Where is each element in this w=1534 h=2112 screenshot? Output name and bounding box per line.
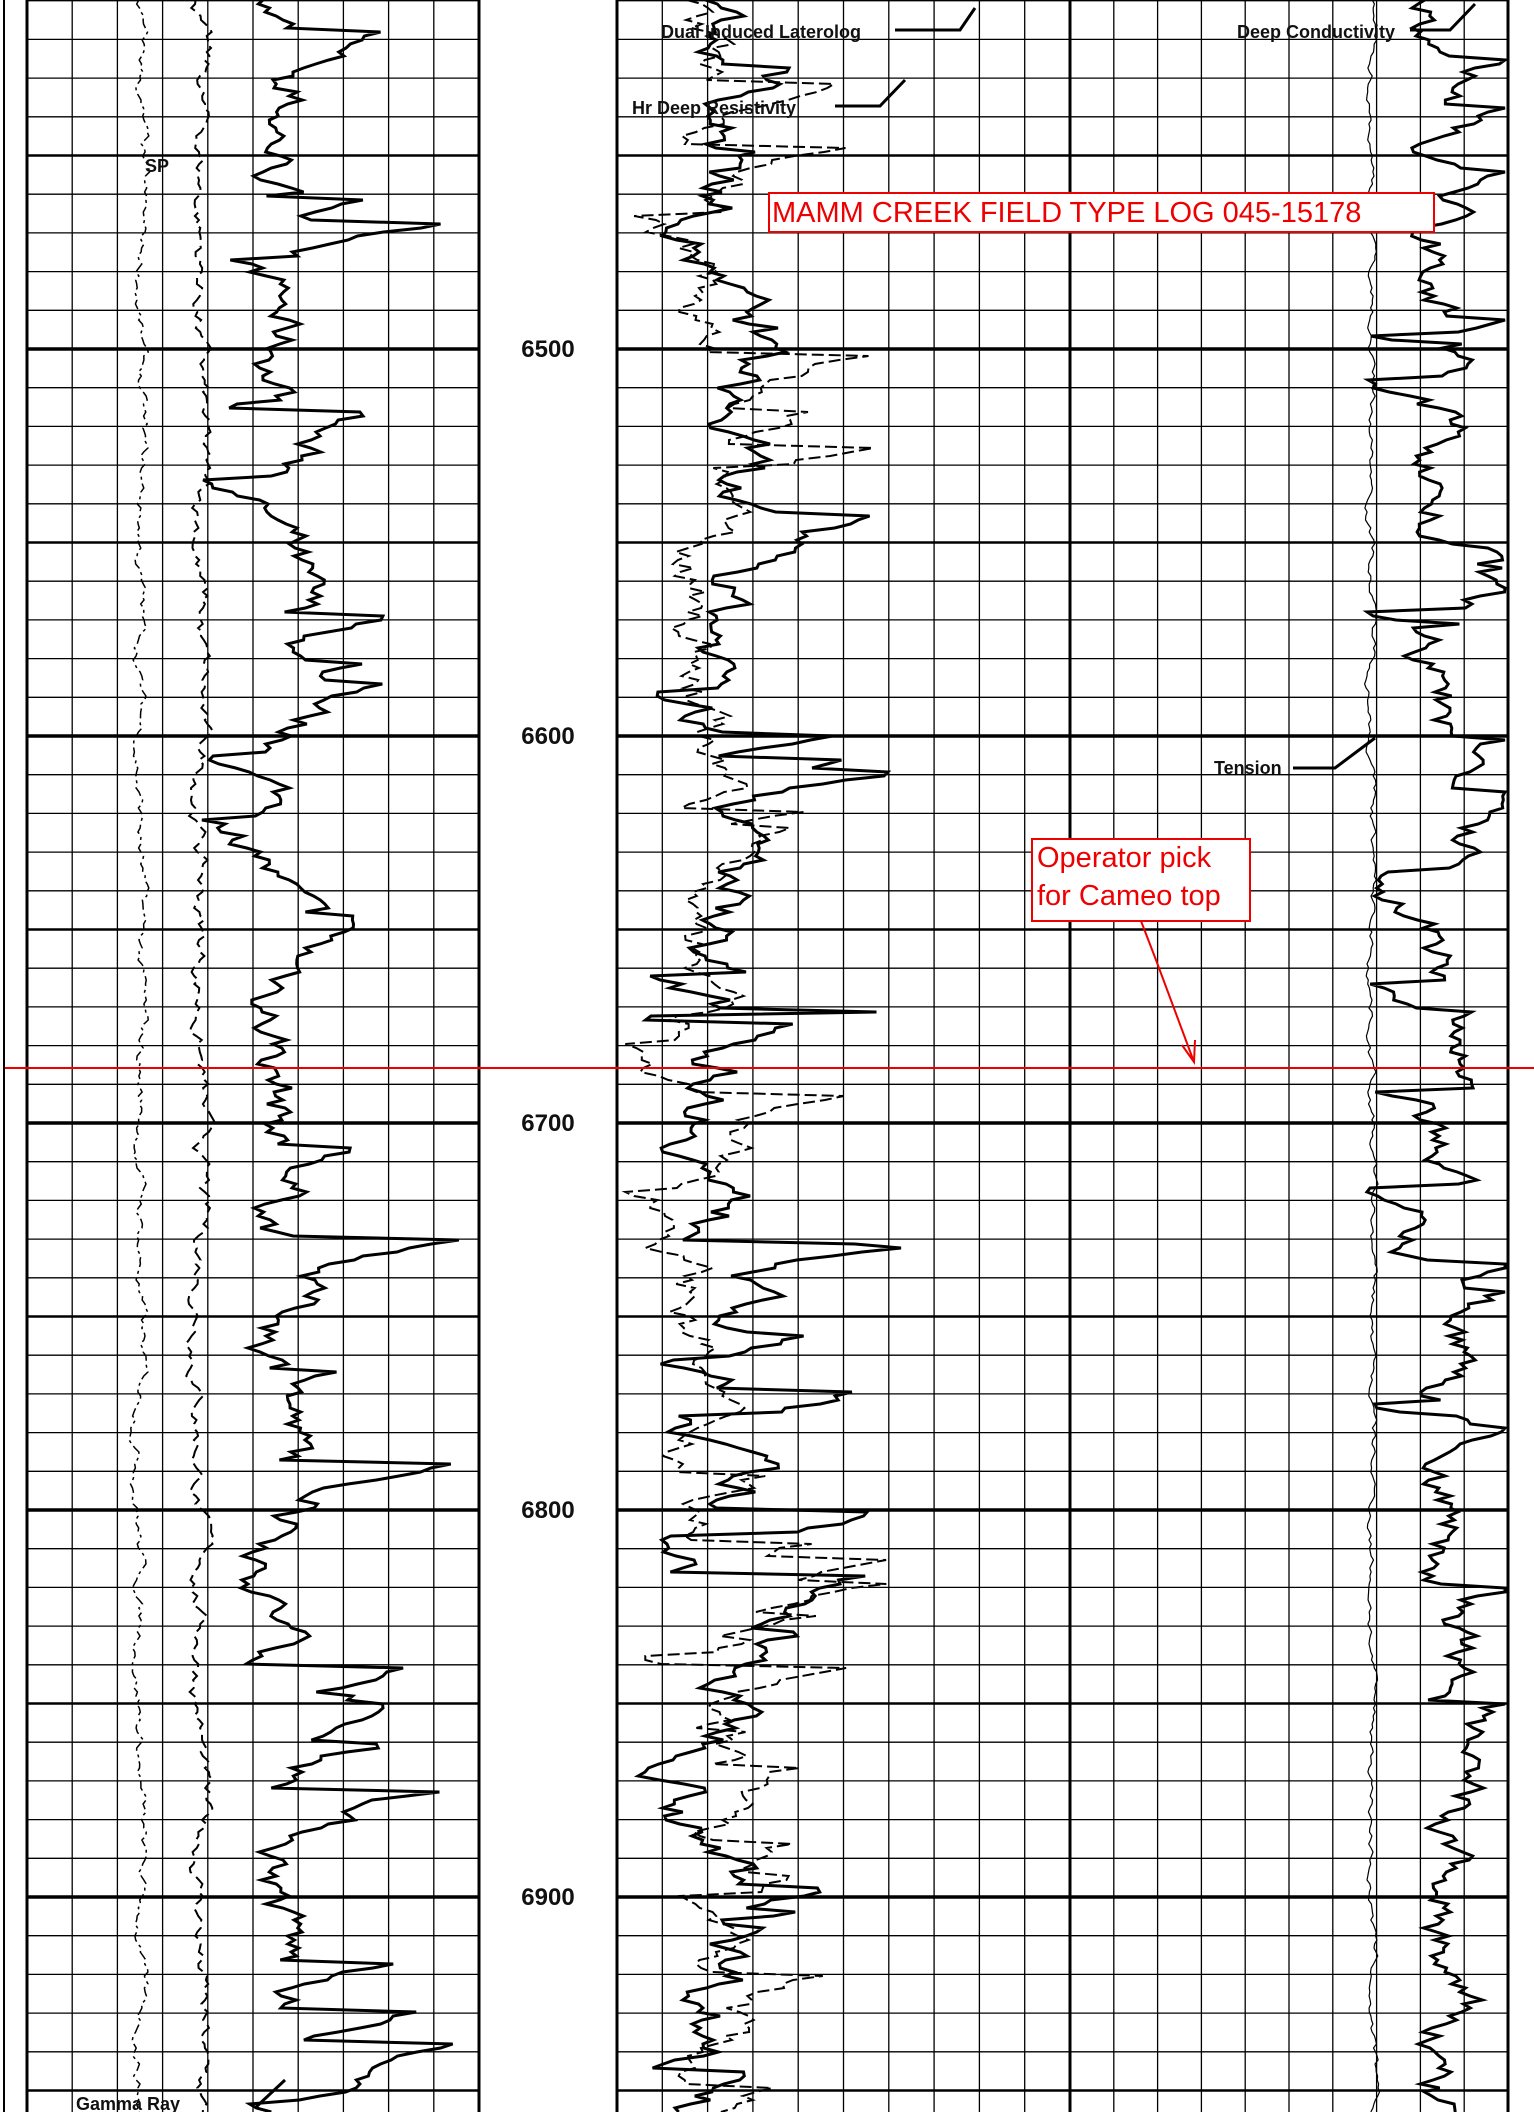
curve-label: SP [145, 156, 169, 176]
curve-label: Tension [1214, 758, 1282, 778]
log-curves [128, 0, 1510, 2112]
pointer [895, 7, 977, 32]
log-trace [201, 0, 460, 2112]
depth-label: 6800 [521, 1497, 574, 1524]
curve-label: Gamma Ray [76, 2094, 180, 2112]
annotation-line: for Cameo top [1037, 880, 1221, 912]
title: MAMM CREEK FIELD TYPE LOG 045-15178 [772, 197, 1361, 229]
pointer [253, 2078, 287, 2110]
curve-label: Deep Conductivity [1237, 22, 1395, 42]
log-trace [1362, 0, 1510, 2112]
log-trace [1363, 0, 1381, 2112]
title-box [768, 192, 1435, 233]
annotation-arrow [1140, 920, 1196, 1065]
depth-label: 6900 [521, 1884, 574, 1911]
annotation-line: Operator pick [1037, 842, 1212, 874]
depth-label: 6600 [521, 723, 574, 750]
annotation-box [1031, 838, 1251, 922]
log-trace [621, 0, 887, 2112]
depth-label: 6700 [521, 1110, 574, 1137]
curve-label: Hr Deep Resistivity [632, 98, 796, 118]
log-trace [128, 0, 151, 2112]
pointer [1293, 736, 1376, 770]
pointer [835, 78, 907, 108]
depth-track: 6500 6600 6700 6800 6900 [521, 336, 574, 1911]
log-trace [184, 0, 217, 2112]
log-trace [633, 0, 902, 2112]
grid [3, 0, 1510, 2112]
curve-label: Dual Induced Laterolog [661, 22, 861, 42]
depth-label: 6500 [521, 336, 574, 363]
pointer [1410, 2, 1477, 32]
